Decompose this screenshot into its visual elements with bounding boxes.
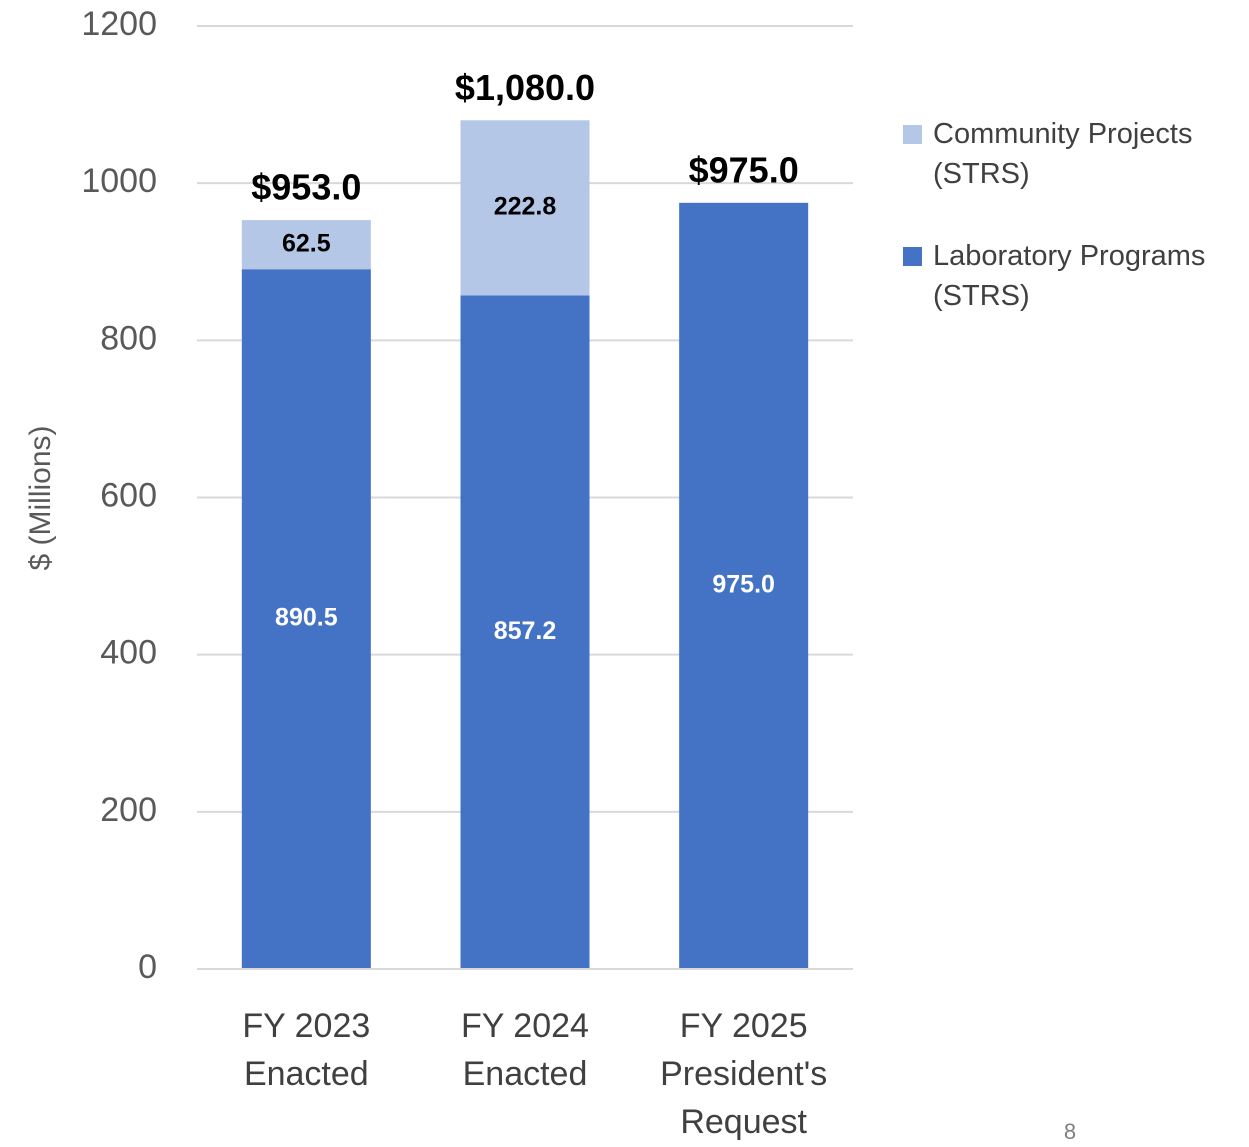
legend-entry: Laboratory Programs (STRS) — [903, 236, 1243, 316]
data-label: 975.0 — [712, 571, 775, 599]
bar-segment — [241, 220, 371, 270]
bar-segment — [460, 120, 590, 296]
legend-swatch — [903, 125, 922, 144]
bar-segment — [460, 295, 590, 969]
y-tick-label: 200 — [100, 791, 157, 829]
y-tick-label: 1000 — [81, 162, 157, 200]
total-label: $975.0 — [689, 149, 799, 190]
x-tick-label: FY 2024 Enacted — [461, 1007, 589, 1093]
total-label: $1,080.0 — [455, 67, 595, 108]
y-tick-label: 800 — [100, 319, 157, 357]
bar-segment — [241, 269, 371, 969]
data-label: 222.8 — [494, 192, 557, 220]
x-tick-label: FY 2025 President's Request — [660, 1007, 828, 1141]
data-label: 62.5 — [282, 229, 331, 257]
y-tick-label: 600 — [100, 476, 157, 514]
legend-swatch — [903, 247, 922, 266]
y-tick-label: 400 — [100, 634, 157, 672]
y-tick-label: 0 — [138, 948, 157, 986]
data-label: 890.5 — [275, 604, 338, 632]
y-tick-label: 1200 — [81, 5, 157, 43]
data-label: 857.2 — [494, 617, 557, 645]
total-label: $953.0 — [251, 167, 361, 208]
page-number: 8 — [1064, 1119, 1076, 1144]
x-tick-label: FY 2023 Enacted — [242, 1007, 371, 1093]
y-axis-label: $ (Millions) — [24, 425, 57, 570]
bar-segment — [679, 202, 809, 969]
legend-entry: Community Projects (STRS) — [903, 114, 1243, 194]
